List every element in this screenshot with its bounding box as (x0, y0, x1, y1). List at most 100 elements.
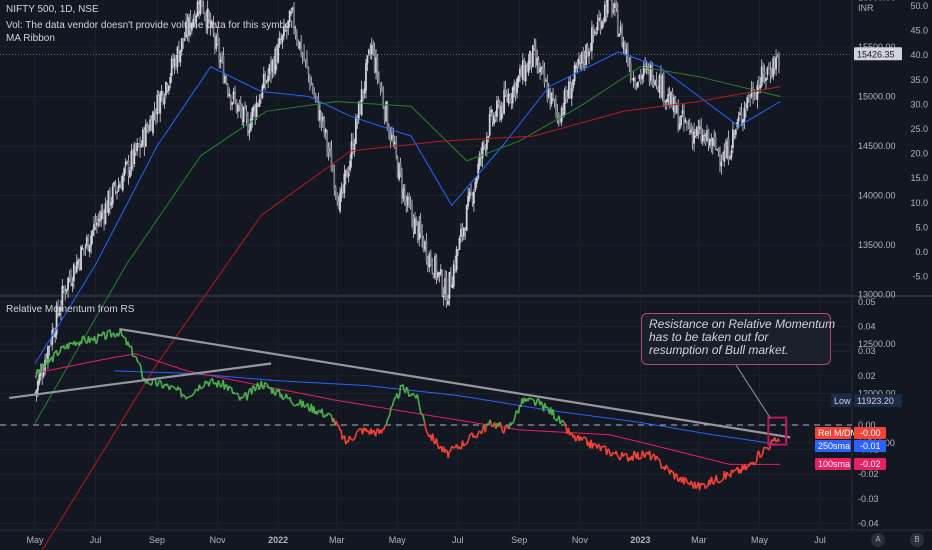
candle-body (458, 237, 461, 250)
candle (284, 23, 287, 32)
candle-body (698, 126, 701, 130)
candle (139, 136, 141, 158)
momentum-segment (392, 397, 396, 403)
momentum-pane[interactable] (0, 327, 852, 491)
momentum-segment (156, 381, 160, 387)
annotation-callout[interactable]: Resistance on Relative Momentum has to b… (641, 313, 835, 365)
price-pane[interactable] (0, 0, 852, 550)
candle-body (277, 44, 280, 63)
candle (704, 133, 707, 146)
candle (575, 62, 577, 72)
candle-body (549, 88, 552, 106)
candle-body (708, 139, 711, 146)
candle-body (97, 219, 100, 220)
candle-body (146, 126, 149, 130)
secondary-axis-label: 0.0 (915, 247, 928, 257)
candle-body (321, 116, 324, 121)
candle (519, 64, 521, 83)
momentum-pane-title[interactable]: Relative Momentum from RS (6, 304, 135, 315)
candle-body (621, 25, 624, 47)
candle (93, 216, 95, 237)
time-axis-label: May (751, 535, 769, 545)
candle (353, 138, 356, 157)
momentum-segment (476, 433, 479, 438)
candle-body (104, 203, 107, 224)
candle (95, 215, 98, 234)
momentum-segment (105, 330, 109, 339)
candle (238, 99, 241, 112)
candle-body (390, 134, 393, 140)
momentum-segment (659, 461, 663, 469)
candle-body (563, 90, 566, 115)
candle-body (190, 23, 193, 31)
candle (661, 73, 664, 102)
candle-body (586, 44, 589, 57)
candle-body (350, 141, 353, 160)
momentum-segment (413, 393, 416, 397)
momentum-segment (250, 385, 254, 395)
candle-body (307, 67, 310, 75)
candle-body (490, 109, 493, 114)
candle (116, 190, 118, 200)
candle (711, 137, 714, 155)
candle (156, 89, 159, 123)
trendline (119, 327, 791, 439)
price-axis-label: 14000.00 (858, 191, 896, 201)
candle-body (107, 190, 110, 213)
candle (739, 107, 742, 116)
candle (340, 182, 343, 202)
candle-body (101, 211, 104, 213)
candle-body (147, 129, 150, 132)
candle-body (218, 42, 221, 61)
momentum-segment (655, 455, 659, 459)
candle-body (734, 129, 737, 135)
candle (323, 116, 326, 138)
momentum-segment (623, 452, 627, 456)
candle-body (262, 73, 265, 89)
candle (628, 57, 631, 73)
b-button[interactable]: B (910, 533, 924, 547)
candle-body (301, 54, 304, 56)
candle (740, 102, 743, 127)
candle (183, 31, 186, 42)
candle-body (284, 27, 287, 31)
auto-scale-button[interactable]: A (871, 533, 885, 547)
candle-body (445, 278, 448, 307)
candle (343, 165, 346, 199)
momentum-segment (593, 442, 596, 445)
candle (770, 67, 773, 79)
candle-body (327, 147, 330, 153)
candle (671, 87, 674, 110)
candle-body (425, 240, 428, 261)
candle-body (493, 115, 495, 125)
candle-body (590, 27, 593, 51)
candle-body (395, 140, 398, 155)
candle-body (618, 34, 621, 37)
momentum-segment (535, 398, 539, 404)
candle (163, 93, 166, 109)
candle-body (38, 374, 41, 384)
candle (205, 10, 208, 34)
candle (426, 256, 429, 272)
price-axis-label: 12000.00 (858, 389, 896, 399)
momentum-axis-label: -0.02 (858, 469, 879, 479)
momentum-segment (503, 425, 507, 434)
candle-body (447, 300, 449, 305)
candle (129, 167, 131, 179)
candle-body (389, 132, 392, 142)
candle (603, 0, 606, 24)
candle (64, 284, 67, 301)
candle-body (670, 92, 672, 106)
candle (701, 128, 704, 146)
candle-body (592, 25, 595, 35)
candle (235, 99, 238, 114)
candle-body (683, 111, 685, 124)
time-axis-label: May (26, 535, 44, 545)
candle-body (140, 144, 143, 148)
candle-body (480, 154, 482, 158)
candle-body (331, 168, 334, 172)
ma-ribbon-legend[interactable]: MA Ribbon (6, 33, 55, 44)
momentum-segment (713, 480, 716, 485)
candle (306, 50, 308, 69)
